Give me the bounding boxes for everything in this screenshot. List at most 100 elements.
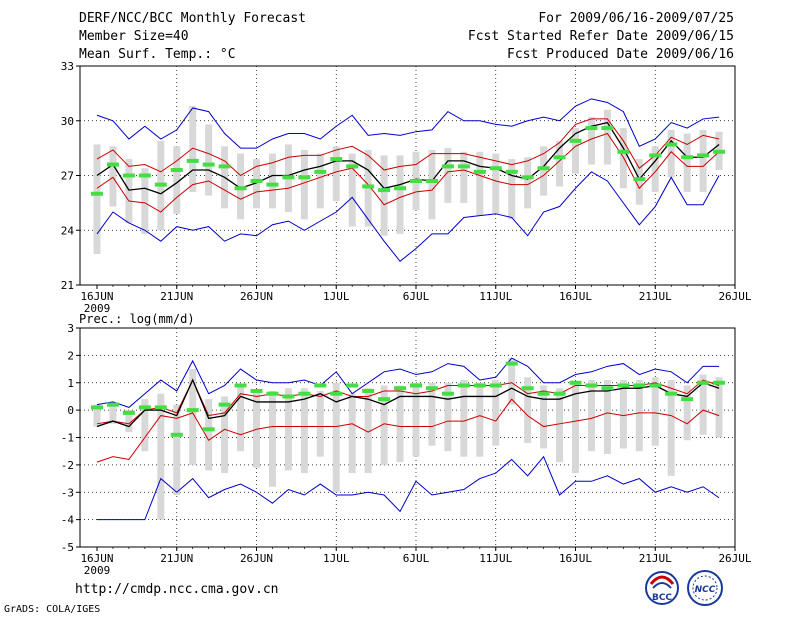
- variable-label: Mean Surf. Temp.: °C: [79, 47, 236, 62]
- forecast-period: For 2009/06/16-2009/07/25: [538, 11, 734, 26]
- spread-box: [476, 382, 484, 457]
- median-mark: [681, 397, 694, 402]
- spread-box: [699, 129, 707, 192]
- spread-box: [189, 106, 197, 192]
- refer-date: Fcst Started Refer Date 2009/06/15: [467, 29, 734, 44]
- median-mark: [521, 175, 534, 180]
- x-tick-label: 16JUN: [80, 552, 113, 565]
- spread-box: [492, 380, 500, 446]
- series-line-mean: [96, 378, 720, 428]
- spread-box: [524, 377, 532, 443]
- median-mark: [106, 402, 119, 407]
- median-mark: [218, 402, 231, 407]
- median-mark: [170, 168, 183, 173]
- spread-box: [460, 151, 468, 203]
- median-mark: [585, 126, 598, 131]
- spread-box: [205, 399, 213, 471]
- median-mark: [314, 383, 327, 388]
- spread-box: [189, 369, 197, 465]
- median-mark: [713, 380, 726, 385]
- member-size-label: Member Size=40: [79, 29, 189, 44]
- y-tick-label: 27: [61, 170, 74, 183]
- spread-box: [699, 374, 707, 435]
- x-tick-label: 16JUL: [559, 552, 592, 565]
- y-tick-label: -2: [61, 459, 74, 472]
- spread-box: [141, 168, 149, 234]
- median-mark: [569, 380, 582, 385]
- median-mark: [346, 383, 359, 388]
- spread-box: [316, 390, 324, 457]
- spread-box: [540, 385, 548, 449]
- spread-box: [556, 388, 564, 463]
- median-mark: [202, 162, 215, 167]
- y-tick-label: 1: [67, 377, 74, 390]
- x-tick-label: 21JUN: [160, 290, 193, 303]
- spread-box: [268, 153, 276, 209]
- y-tick-label: 33: [61, 60, 74, 73]
- x-tick-label: 11JUL: [479, 290, 512, 303]
- spread-box: [619, 380, 627, 449]
- median-mark: [138, 173, 151, 178]
- median-mark: [346, 164, 359, 169]
- median-mark: [489, 383, 502, 388]
- spread-box: [268, 390, 276, 487]
- x-tick-label: 21JUN: [160, 552, 193, 565]
- median-mark: [234, 186, 247, 191]
- bcc-logo: BCC: [645, 571, 679, 605]
- x-tick-label: 26JUN: [240, 552, 273, 565]
- spread-box: [300, 149, 308, 220]
- spread-box: [603, 109, 611, 165]
- x-tick-year: 2009: [84, 302, 111, 315]
- median-mark: [425, 178, 438, 183]
- median-mark: [234, 383, 247, 388]
- produced-date: Fcst Produced Date 2009/06/16: [507, 47, 734, 62]
- median-mark: [713, 149, 726, 154]
- spread-box: [428, 382, 436, 446]
- spread-box: [444, 148, 452, 203]
- spread-box: [667, 129, 675, 178]
- median-mark: [218, 164, 231, 169]
- spread-box: [635, 380, 643, 452]
- y-tick-label: 3: [67, 322, 74, 335]
- x-tick-label: 6JUL: [403, 290, 430, 303]
- x-tick-label: 11JUL: [479, 552, 512, 565]
- median-mark: [441, 391, 454, 396]
- median-mark: [473, 383, 486, 388]
- median-mark: [394, 386, 407, 391]
- spread-box: [221, 396, 229, 474]
- median-mark: [298, 391, 311, 396]
- median-mark: [537, 166, 550, 171]
- x-tick-label: 16JUL: [559, 290, 592, 303]
- median-mark: [250, 388, 263, 393]
- median-mark: [697, 380, 710, 385]
- x-tick-label: 1JUL: [323, 290, 350, 303]
- spread-box: [556, 140, 564, 187]
- x-tick-label: 21JUL: [639, 552, 672, 565]
- spread-box: [460, 380, 468, 457]
- median-mark: [378, 397, 391, 402]
- median-mark: [585, 383, 598, 388]
- x-tick-label: 1JUL: [323, 552, 350, 565]
- ncc-logo-text: NCC: [695, 585, 716, 595]
- spread-box: [141, 399, 149, 452]
- x-tick-label: 6JUL: [403, 552, 430, 565]
- spread-box: [444, 382, 452, 452]
- grads-credit: GrADS: COLA/IGES: [4, 604, 101, 615]
- spread-box: [109, 404, 117, 424]
- spread-box: [380, 385, 388, 465]
- median-mark: [505, 361, 518, 366]
- median-mark: [553, 391, 566, 396]
- median-mark: [697, 153, 710, 158]
- x-tick-year: 2009: [84, 564, 111, 577]
- median-mark: [633, 177, 646, 182]
- median-mark: [410, 178, 422, 183]
- median-mark: [489, 166, 502, 171]
- spread-box: [332, 382, 340, 493]
- spread-box: [396, 385, 404, 463]
- spread-box: [316, 153, 324, 209]
- spread-box: [380, 155, 388, 236]
- spread-box: [508, 358, 516, 405]
